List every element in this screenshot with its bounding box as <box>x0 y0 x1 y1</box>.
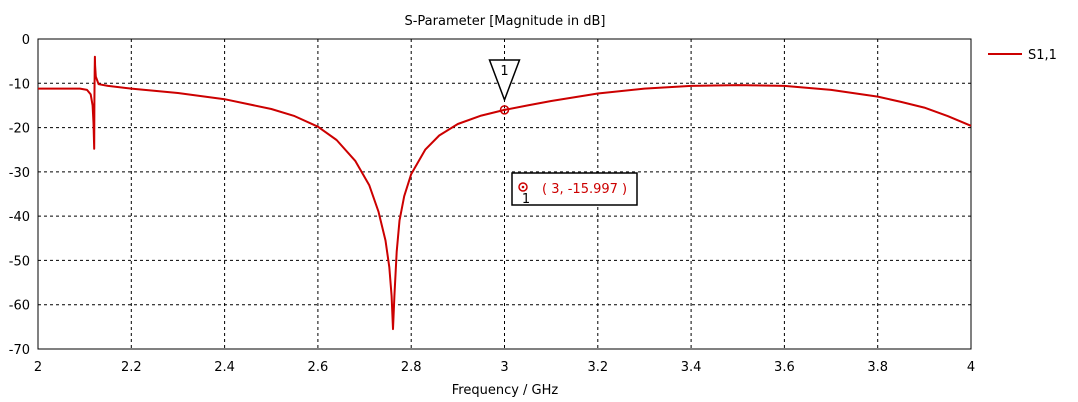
x-tick-label-6: 3.2 <box>587 360 608 375</box>
y-tick-label-6: -60 <box>9 299 30 314</box>
x-tick-label-5: 3 <box>500 360 508 375</box>
chart-title: S-Parameter [Magnitude in dB] <box>404 14 605 29</box>
y-tick-label-4: -40 <box>9 210 30 225</box>
x-tick-label-3: 2.6 <box>308 360 329 375</box>
x-tick-label-0: 2 <box>34 360 42 375</box>
y-tick-label-1: -10 <box>9 77 30 92</box>
x-tick-label-10: 4 <box>967 360 975 375</box>
x-tick-label-7: 3.4 <box>681 360 702 375</box>
grid-lines <box>38 39 971 349</box>
x-tick-label-8: 3.6 <box>774 360 795 375</box>
plot-frame <box>37 38 972 350</box>
x-axis-tick-labels: 2 2.2 2.4 2.6 2.8 3 3.2 3.4 3.6 3.8 4 <box>34 360 975 375</box>
readout-marker-index: 1 <box>522 192 530 207</box>
y-tick-label-0: 0 <box>22 33 30 48</box>
y-axis-tick-labels: 0 -10 -20 -30 -40 -50 -60 -70 <box>9 33 30 358</box>
x-tick-label-4: 2.8 <box>401 360 422 375</box>
x-tick-label-2: 2.4 <box>214 360 235 375</box>
y-tick-label-2: -20 <box>9 122 30 137</box>
marker-triangle[interactable] <box>488 59 521 102</box>
legend: S1,1 <box>988 48 1057 63</box>
y-tick-label-7: -70 <box>9 343 30 358</box>
legend-label-s11: S1,1 <box>1028 48 1057 63</box>
x-tick-label-9: 3.8 <box>867 360 888 375</box>
marker-label: 1 <box>500 64 508 79</box>
readout-value: ( 3, -15.997 ) <box>542 182 627 197</box>
marker-point[interactable] <box>499 105 510 115</box>
marker-point-dot <box>503 108 506 112</box>
series-line-0[interactable] <box>38 55 972 331</box>
x-axis-label: Frequency / GHz <box>452 383 559 398</box>
readout-marker-icon <box>518 182 528 192</box>
marker-readout-box: 1 ( 3, -15.997 ) <box>511 172 638 207</box>
series-layer <box>38 55 972 331</box>
readout-marker-icon-dot <box>521 185 525 189</box>
marker-1[interactable]: 1 <box>488 59 521 115</box>
y-tick-label-3: -30 <box>9 166 30 181</box>
x-tick-label-1: 2.2 <box>121 360 142 375</box>
y-tick-label-5: -50 <box>9 254 30 269</box>
